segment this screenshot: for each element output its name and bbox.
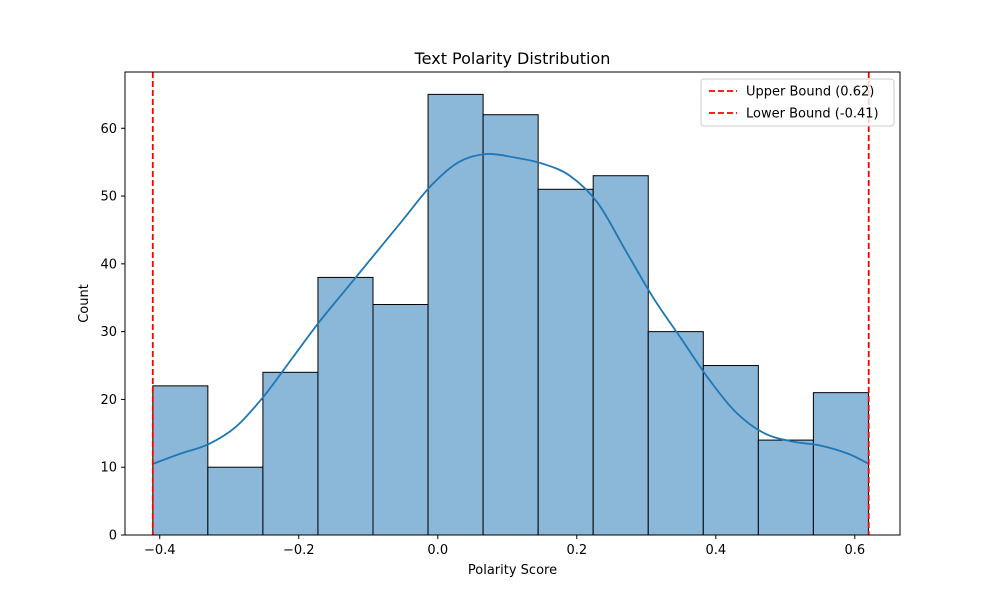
histogram-bar	[592, 175, 649, 536]
plot-frame	[124, 71, 901, 536]
y-tick-label: 10	[100, 461, 117, 476]
kde-curve	[152, 152, 870, 465]
chart-title: Text Polarity Distribution	[414, 49, 611, 68]
x-axis-ticks: −0.4 −0.2 0.0 0.2 0.4 0.6	[144, 535, 865, 558]
kde-curve-group	[152, 152, 870, 465]
histogram-bar	[702, 365, 759, 536]
legend-lower-bound-label: Lower Bound (-0.41)	[746, 107, 879, 122]
histogram-bar	[482, 114, 539, 536]
y-tick-label: 20	[100, 393, 117, 408]
y-tick-label: 50	[100, 190, 117, 205]
histogram-bar	[647, 331, 704, 536]
histogram-bar	[757, 439, 814, 536]
y-tick-label: 30	[100, 325, 117, 340]
legend-upper-bound-label: Upper Bound (0.62)	[746, 85, 874, 100]
x-tick-label: 0.6	[844, 543, 865, 558]
histogram-bar	[262, 371, 319, 536]
x-tick-label: 0.0	[427, 543, 448, 558]
histogram-bars	[152, 93, 869, 536]
legend: Upper Bound (0.62) Lower Bound (-0.41)	[700, 78, 895, 127]
x-tick-label: 0.4	[705, 543, 726, 558]
histogram-bar	[317, 276, 374, 536]
y-axis-label: Count	[77, 284, 92, 323]
x-axis-label: Polarity Score	[468, 563, 557, 578]
y-tick-label: 0	[109, 529, 117, 544]
histogram-bar	[372, 304, 429, 536]
x-tick-label: −0.4	[144, 543, 176, 558]
histogram-bar	[427, 93, 484, 536]
histogram-bar	[537, 188, 594, 536]
y-axis-ticks: 0 10 20 30 40 50 60	[100, 122, 125, 544]
histogram-bar	[207, 466, 264, 536]
y-tick-label: 60	[100, 122, 117, 137]
legend-box	[700, 78, 895, 127]
x-tick-label: −0.2	[283, 543, 315, 558]
reference-lines	[151, 72, 870, 535]
y-tick-label: 40	[100, 257, 117, 272]
x-tick-label: 0.2	[566, 543, 587, 558]
histogram-bar	[812, 392, 869, 536]
